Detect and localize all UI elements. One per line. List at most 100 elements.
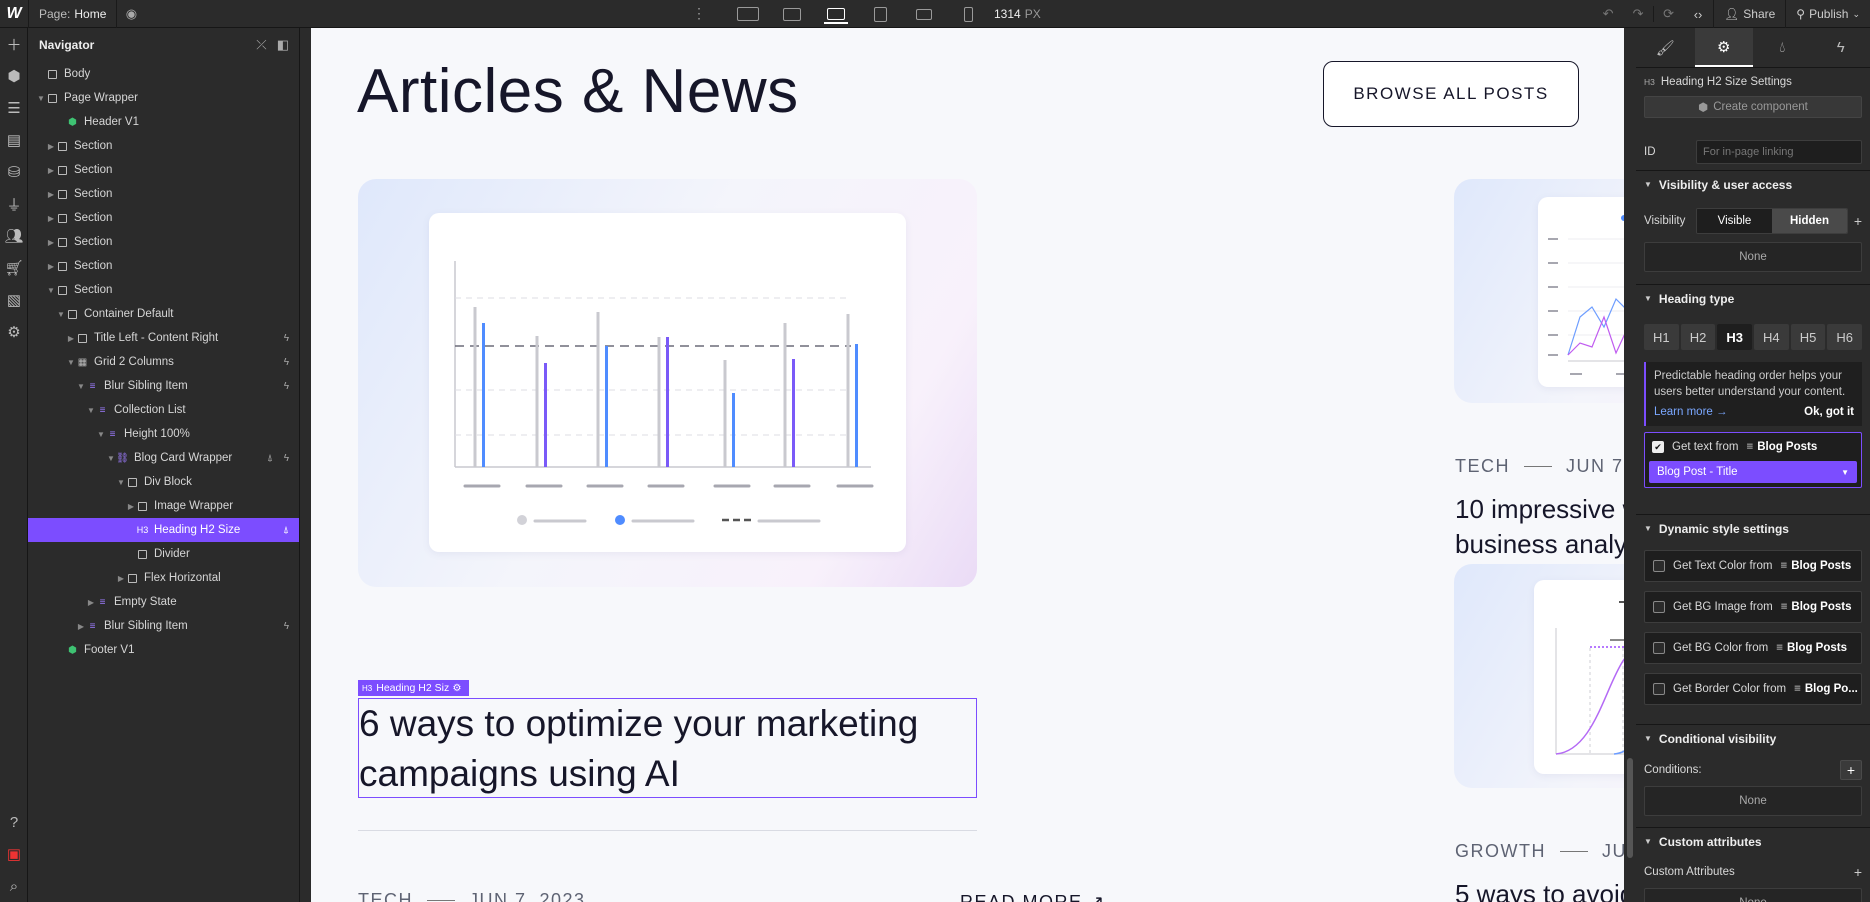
visibility-section-header[interactable]: ▼ Visibility & user access [1636,170,1870,198]
cube-icon[interactable]: ⬢ [7,68,21,85]
breakpoint-desktop[interactable] [814,0,858,28]
pages-icon[interactable]: ▤ [6,132,22,149]
dock-icon[interactable]: ◧ [276,37,289,52]
drops-icon[interactable]: 💧︎ [1779,39,1786,56]
checkbox[interactable] [1653,683,1665,695]
search-icon[interactable]: ⌕ [9,877,19,895]
tree-node[interactable]: ▶ Section [28,158,299,182]
sync-icon[interactable]: ⟳ [1653,6,1683,22]
plus-icon[interactable]: + [1853,213,1862,229]
tree-node[interactable]: ▼ ≡ Collection List [28,398,299,422]
tree-node[interactable]: ▶ ≡ Blur Sibling Item ϟ [28,614,299,638]
caret-down-icon[interactable]: ▼ [107,453,115,463]
tree-node[interactable]: ⬢ Footer V1 [28,638,299,662]
caret-right-icon[interactable]: ▶ [47,237,55,247]
check-icon[interactable]: ✔ [1652,441,1664,453]
publish-button[interactable]: ⚲ Publish ⌄ [1785,0,1870,28]
tree-node[interactable]: Divider [28,542,299,566]
cart-icon[interactable]: 🛒︎ [4,260,24,277]
breakpoint-large-desktop[interactable] [726,0,770,28]
dynamic-bg-image[interactable]: Get BG Image from ≡ Blog Posts [1644,591,1862,623]
eye-icon[interactable]: ◉ [125,5,138,21]
caret-right-icon[interactable]: ▶ [47,189,55,199]
dynamic-text-color[interactable]: Get Text Color from ≡ Blog Posts [1644,550,1862,582]
side-card-2-image[interactable] [1454,564,1624,788]
caret-right-icon[interactable]: ▶ [67,333,75,343]
tree-node[interactable]: ▶ Section [28,230,299,254]
caret-right-icon[interactable]: ▶ [47,213,55,223]
caret-down-icon[interactable]: ▼ [57,309,65,319]
create-component-button[interactable]: ⬢ Create component [1644,96,1862,118]
tree-node[interactable]: ▼ Container Default [28,302,299,326]
users-icon[interactable]: 👥︎ [4,228,24,245]
caret-down-icon[interactable]: ▼ [67,357,75,367]
bolt-icon[interactable]: ϟ [1836,39,1845,56]
tree-node[interactable]: ▼ Div Block [28,470,299,494]
custom-attributes-header[interactable]: ▼ Custom attributes [1636,827,1870,855]
add-condition-button[interactable]: + [1840,760,1862,780]
browse-all-posts-button[interactable]: BROWSE ALL POSTS [1323,61,1579,127]
id-input[interactable]: For in-page linking [1696,140,1862,164]
brush-icon[interactable]: 🖌︎ [1655,39,1675,57]
breakpoint-desktop-wide[interactable] [770,0,814,28]
tree-node[interactable]: ▶ Section [28,206,299,230]
caret-right-icon[interactable]: ▶ [77,621,85,631]
record-icon[interactable]: ▣ [6,846,22,863]
tree-node[interactable]: ▼ ≡ Blur Sibling Item ϟ [28,374,299,398]
section-heading[interactable]: Articles & News [357,57,799,126]
undo-icon[interactable]: ↶ [1602,6,1614,21]
tree-node[interactable]: ▶ ≡ Empty State [28,590,299,614]
gear-icon[interactable]: ⚙ [1694,28,1753,67]
tree-node[interactable]: ▶ Section [28,182,299,206]
tree-node[interactable]: ▶ Section [28,254,299,278]
caret-down-icon[interactable]: ▼ [97,429,105,439]
caret-right-icon[interactable]: ▶ [47,261,55,271]
learn-more-link[interactable]: Learn more → [1654,406,1728,418]
design-canvas[interactable]: Articles & News BROWSE ALL POSTS [311,28,1624,902]
webflow-logo[interactable]: W [6,4,22,22]
caret-right-icon[interactable]: ▶ [47,141,55,151]
heading-h5-button[interactable]: H5 [1790,324,1826,350]
caret-down-icon[interactable]: ▼ [37,93,45,103]
field-select[interactable]: Blog Post - Title ▼ [1649,461,1857,483]
more-options-icon[interactable]: ⋮ [692,5,706,21]
main-card-image[interactable] [358,179,977,587]
heading-h6-button[interactable]: H6 [1827,324,1863,350]
tree-node[interactable]: ▼ Section [28,278,299,302]
caret-down-icon[interactable]: ▼ [117,477,125,487]
plus-icon[interactable]: ＋ [6,36,22,54]
share-button[interactable]: 👤︎ Share [1713,0,1785,28]
side-card-1-image[interactable] [1454,179,1624,403]
checkbox[interactable] [1653,560,1665,572]
gear-icon[interactable]: ⚙ [7,324,21,341]
heading-h2-button[interactable]: H2 [1680,324,1716,350]
ok-got-it-button[interactable]: Ok, got it [1804,406,1854,418]
caret-down-icon[interactable]: ▼ [87,405,95,415]
code-icon[interactable]: ‹› [1693,6,1703,22]
tree-node[interactable]: Body [28,62,299,86]
checkbox[interactable] [1653,601,1665,613]
caret-right-icon[interactable]: ▶ [87,597,95,607]
breakpoint-mobile-landscape[interactable] [902,0,946,28]
redo-icon[interactable]: ↷ [1632,6,1644,21]
tree-node[interactable]: ▶ Flex Horizontal [28,566,299,590]
heading-h3-button[interactable]: H3 [1717,324,1753,350]
dynamic-border-color[interactable]: Get Border Color from ≡ Blog Po... [1644,673,1862,705]
canvas-scrollbar[interactable] [1624,28,1636,902]
tree-node[interactable]: ▶ Section [28,134,299,158]
heading-type-section-header[interactable]: ▼ Heading type [1636,284,1870,312]
scrollbar-thumb[interactable] [1627,758,1633,858]
tree-node[interactable]: ⬢ Header V1 [28,110,299,134]
tree-node[interactable]: ▼ ▦ Grid 2 Columns ϟ [28,350,299,374]
main-card-title[interactable]: 6 ways to optimize your marketing campai… [358,698,977,798]
heading-h4-button[interactable]: H4 [1754,324,1789,350]
caret-right-icon[interactable]: ▶ [117,573,125,583]
heading-h1-button[interactable]: H1 [1644,324,1679,350]
plus-icon[interactable]: + [1853,864,1862,880]
tree-node[interactable]: ▼ Page Wrapper [28,86,299,110]
dynamic-bg-color[interactable]: Get BG Color from ≡ Blog Posts [1644,632,1862,664]
dynamic-style-section-header[interactable]: ▼ Dynamic style settings [1636,514,1870,542]
tree-node[interactable]: ▶ Image Wrapper [28,494,299,518]
breakpoint-tablet[interactable] [858,0,902,28]
